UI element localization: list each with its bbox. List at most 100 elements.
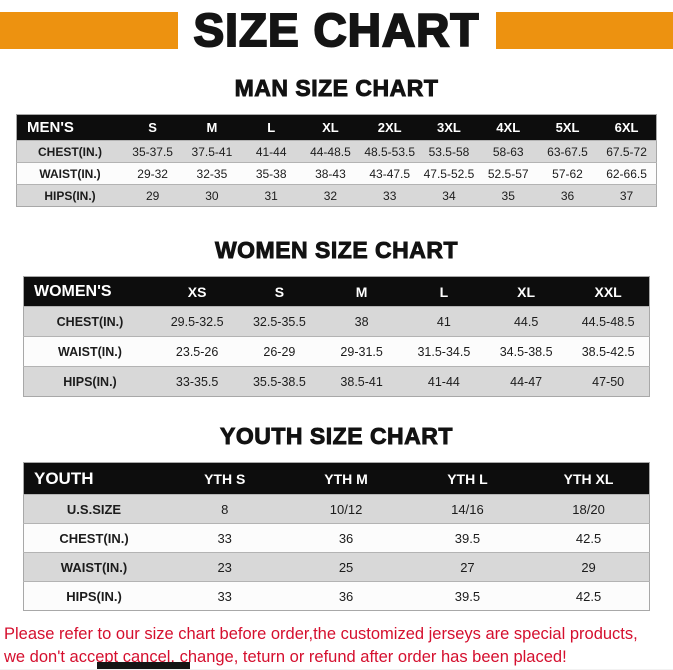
size-header-cell: XL <box>485 277 567 307</box>
measurement-value: 33 <box>360 185 419 207</box>
table-title-cell: WOMEN'S <box>24 277 157 307</box>
measurement-value: 29 <box>123 185 182 207</box>
measurement-label: HIPS(IN.) <box>17 185 124 207</box>
size-header-cell: XS <box>156 277 238 307</box>
size-header-cell: 4XL <box>479 115 538 141</box>
measurement-value: 34 <box>419 185 478 207</box>
measurement-value: 52.5-57 <box>479 163 538 185</box>
measurement-value: 42.5 <box>528 582 649 611</box>
measurement-value: 44-48.5 <box>301 141 360 163</box>
accent-bar-right <box>496 12 673 49</box>
measurement-value: 47.5-52.5 <box>419 163 478 185</box>
measurement-value: 33 <box>164 582 285 611</box>
size-header-cell: YTH L <box>407 463 528 495</box>
measurement-value: 37 <box>597 185 656 207</box>
measurement-label: CHEST(IN.) <box>24 524 165 553</box>
measurement-value: 35.5-38.5 <box>238 367 320 397</box>
measurement-value: 29-32 <box>123 163 182 185</box>
size-header-cell: 2XL <box>360 115 419 141</box>
measurement-value: 38 <box>321 307 403 337</box>
accent-bar-left <box>0 12 178 49</box>
measurement-value: 18/20 <box>528 495 649 524</box>
man-size-heading: MAN SIZE CHART <box>0 75 673 102</box>
measurement-label: WAIST(IN.) <box>24 337 157 367</box>
measurement-value: 35 <box>479 185 538 207</box>
size-header-cell: YTH M <box>285 463 406 495</box>
measurement-value: 32-35 <box>182 163 241 185</box>
measurement-value: 41-44 <box>242 141 301 163</box>
measurement-label: HIPS(IN.) <box>24 582 165 611</box>
size-header-cell: L <box>242 115 301 141</box>
measurement-value: 38.5-41 <box>321 367 403 397</box>
size-header-cell: 5XL <box>538 115 597 141</box>
size-header-cell: S <box>238 277 320 307</box>
measurement-value: 36 <box>538 185 597 207</box>
measurement-label: CHEST(IN.) <box>17 141 124 163</box>
measurement-value: 44.5 <box>485 307 567 337</box>
measurement-value: 62-66.5 <box>597 163 656 185</box>
measurement-value: 43-47.5 <box>360 163 419 185</box>
measurement-value: 44-47 <box>485 367 567 397</box>
size-header-cell: 3XL <box>419 115 478 141</box>
measurement-value: 38.5-42.5 <box>567 337 649 367</box>
measurement-value: 33 <box>164 524 285 553</box>
measurement-value: 57-62 <box>538 163 597 185</box>
measurement-value: 23 <box>164 553 285 582</box>
measurement-value: 30 <box>182 185 241 207</box>
measurement-value: 33-35.5 <box>156 367 238 397</box>
measurement-value: 31.5-34.5 <box>403 337 485 367</box>
disclaimer-line-1: Please refer to our size chart before or… <box>4 623 673 646</box>
measurement-value: 29 <box>528 553 649 582</box>
page-title: SIZE CHART <box>178 7 496 53</box>
youth-size-heading: YOUTH SIZE CHART <box>0 423 673 450</box>
measurement-label: U.S.SIZE <box>24 495 165 524</box>
measurement-value: 63-67.5 <box>538 141 597 163</box>
measurement-value: 37.5-41 <box>182 141 241 163</box>
table-title-cell: YOUTH <box>24 463 165 495</box>
measurement-value: 29.5-32.5 <box>156 307 238 337</box>
measurement-value: 31 <box>242 185 301 207</box>
measurement-value: 23.5-26 <box>156 337 238 367</box>
measurement-value: 10/12 <box>285 495 406 524</box>
measurement-value: 35-37.5 <box>123 141 182 163</box>
measurement-label: WAIST(IN.) <box>17 163 124 185</box>
measurement-value: 39.5 <box>407 582 528 611</box>
size-header-cell: YTH S <box>164 463 285 495</box>
size-header-cell: 6XL <box>597 115 656 141</box>
measurement-value: 36 <box>285 582 406 611</box>
size-header-cell: L <box>403 277 485 307</box>
size-header-cell: S <box>123 115 182 141</box>
measurement-value: 36 <box>285 524 406 553</box>
measurement-value: 41-44 <box>403 367 485 397</box>
women-size-heading: WOMEN SIZE CHART <box>0 237 673 264</box>
size-header-cell: M <box>321 277 403 307</box>
size-header-cell: XXL <box>567 277 649 307</box>
bottom-left-artifact <box>97 662 190 669</box>
measurement-value: 67.5-72 <box>597 141 656 163</box>
measurement-value: 42.5 <box>528 524 649 553</box>
measurement-value: 25 <box>285 553 406 582</box>
measurement-value: 44.5-48.5 <box>567 307 649 337</box>
measurement-value: 32 <box>301 185 360 207</box>
measurement-value: 8 <box>164 495 285 524</box>
size-header-cell: YTH XL <box>528 463 649 495</box>
table-title-cell: MEN'S <box>17 115 124 141</box>
measurement-label: CHEST(IN.) <box>24 307 157 337</box>
title-band: SIZE CHART <box>0 0 673 53</box>
